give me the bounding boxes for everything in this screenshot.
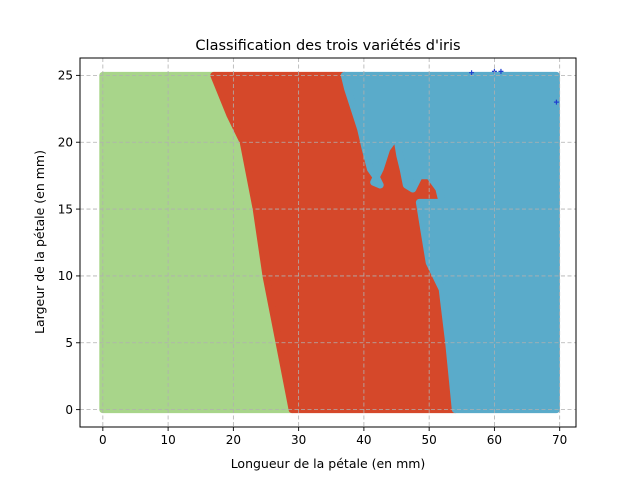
x-axis-label: Longueur de la pétale (en mm) xyxy=(231,456,426,471)
sample-marker-4 xyxy=(553,99,559,105)
y-axis-label: Largeur de la pétale (en mm) xyxy=(32,150,47,334)
grid-lines xyxy=(80,58,576,427)
y-tick-label: 25 xyxy=(58,69,73,83)
y-tick-label: 10 xyxy=(58,269,73,283)
sample-marker-1 xyxy=(469,70,475,76)
x-tick-label: 50 xyxy=(422,433,437,447)
y-tick-label: 5 xyxy=(65,336,73,350)
x-tick-label: 40 xyxy=(356,433,371,447)
sample-markers xyxy=(469,68,559,105)
x-tick-label: 70 xyxy=(552,433,567,447)
x-tick-label: 60 xyxy=(487,433,502,447)
chart-title: Classification des trois variétés d'iris xyxy=(195,38,460,54)
x-axis-ticks: 0 10 20 30 40 50 60 70 xyxy=(99,427,567,447)
axes-frame xyxy=(79,57,577,428)
y-axis-ticks: 0 5 10 15 20 25 xyxy=(58,69,80,417)
x-tick-label: 0 xyxy=(99,433,107,447)
y-tick-label: 15 xyxy=(58,202,73,216)
x-tick-label: 20 xyxy=(226,433,241,447)
x-tick-label: 30 xyxy=(291,433,306,447)
decision-region-3 xyxy=(340,71,560,414)
sample-marker-3 xyxy=(498,68,504,74)
x-tick-label: 10 xyxy=(160,433,175,447)
y-tick-label: 20 xyxy=(58,136,73,150)
y-tick-label: 0 xyxy=(65,403,73,417)
decision-regions xyxy=(99,71,560,414)
